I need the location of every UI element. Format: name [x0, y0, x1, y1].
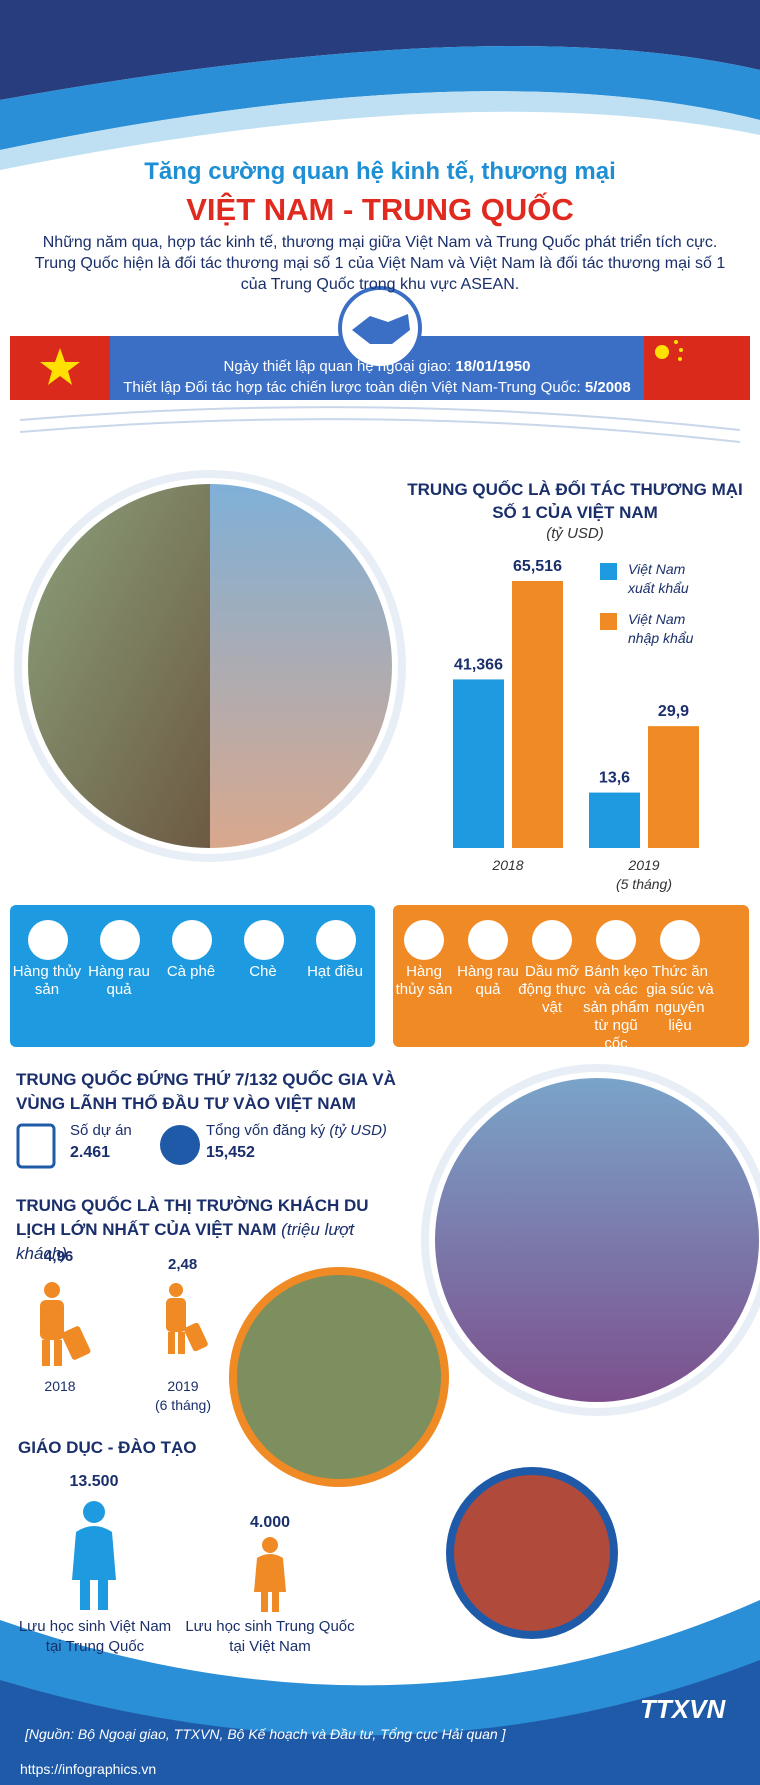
legend-label: Việt Nam nhập khẩu [628, 611, 694, 646]
cn-star [674, 340, 678, 344]
cn-star [655, 345, 669, 359]
education-value: 4.000 [249, 1514, 291, 1531]
projects-label: Số dự án [70, 1122, 132, 1139]
bar [512, 581, 563, 848]
photo-beijing [210, 484, 392, 848]
export-label: Hạt điều [307, 963, 363, 980]
product-icon [660, 920, 700, 960]
export-label: Chè [249, 963, 277, 980]
projects-value: 2.461 [70, 1144, 111, 1161]
import-label: Thức ăn gia súc và nguyên liệu [646, 963, 714, 1034]
intro: Những năm qua, hợp tác kinh tế, thương m… [34, 234, 726, 293]
legend-swatch [600, 613, 617, 630]
label: Thiết lập Đối tác hợp tác chiến lược toà… [123, 379, 581, 396]
education-value: 13.500 [69, 1473, 119, 1490]
unit: (tỷ USD) [329, 1122, 387, 1139]
title: TRUNG QUỐC LÀ THỊ TRƯỜNG KHÁCH DU LỊCH L… [16, 1196, 369, 1239]
value-label: 41,366 [454, 656, 503, 673]
product-icon [468, 920, 508, 960]
education-label: Lưu học sinh Trung Quốc tại Việt Nam [185, 1618, 355, 1655]
top-band [0, 0, 760, 100]
value-label: 13,6 [599, 770, 630, 787]
education-title: GIÁO DỤC - ĐÀO TẠO [18, 1438, 197, 1457]
student-icon-cn [254, 1537, 286, 1612]
projects-icon [16, 1123, 56, 1169]
label: Tổng vốn đăng ký [206, 1122, 326, 1139]
product-icon [28, 920, 68, 960]
education-label: Lưu học sinh Việt Nam tại Trung Quốc [18, 1618, 172, 1655]
student-icon-vn [72, 1501, 116, 1610]
handshake-icon [352, 314, 410, 344]
product-icon [596, 920, 636, 960]
import-label: Hàng rau quả [457, 963, 519, 998]
legend-label: Việt Nam xuất khẩu [628, 561, 689, 596]
import-label: Hàng thủy sản [395, 963, 453, 998]
tourism-value: 2,48 [168, 1256, 198, 1273]
bottom-band [0, 1660, 760, 1785]
value-label: 65,516 [513, 558, 562, 575]
product-icon [316, 920, 356, 960]
value: 18/01/1950 [455, 358, 531, 375]
photo-ring [14, 470, 406, 862]
product-icon [100, 920, 140, 960]
subtitle: VIỆT NAM - TRUNG QUỐC [186, 192, 574, 227]
tourism-year: 2018 [44, 1378, 76, 1394]
tourist-icons [40, 1282, 208, 1366]
x-tick-label: 2018 [491, 857, 523, 873]
unit: (triệu lượt khách) [16, 1220, 355, 1263]
banner-text: Ngày thiết lập quan hệ ngoại giao: 18/01… [110, 356, 644, 398]
tourism-value: 4,96 [44, 1248, 74, 1265]
bar [453, 679, 504, 848]
export-label: Cà phê [166, 963, 216, 980]
tourism-note: (6 tháng) [154, 1397, 212, 1413]
value: 5/2008 [584, 379, 631, 396]
product-icon [244, 920, 284, 960]
chart-subtitle: (tỷ USD) [546, 525, 604, 542]
top-swoosh-light [0, 91, 760, 170]
photo-city [435, 1078, 759, 1402]
logo: TTXVN [640, 1694, 726, 1724]
top-swoosh [0, 45, 760, 150]
tourism-year: 2019 [167, 1378, 199, 1394]
cn-star [679, 348, 683, 352]
legend-swatch [600, 563, 617, 580]
export-label: Hàng rau quả [88, 963, 150, 998]
vn-star [40, 348, 80, 385]
divider [19, 418, 741, 443]
export-label: Hàng thủy sản [12, 963, 82, 998]
url: https://infographics.vn [20, 1761, 157, 1777]
product-icon [404, 920, 444, 960]
import-label: Dầu mỡ động thực vật [518, 963, 586, 1016]
product-icon [532, 920, 572, 960]
photo-students [454, 1475, 610, 1631]
product-icon [172, 920, 212, 960]
cn-star [678, 357, 682, 361]
capital-icon [160, 1125, 200, 1165]
chart-title: TRUNG QUỐC LÀ ĐỐI TÁC THƯƠNG MẠI SỐ 1 CỦ… [407, 480, 743, 522]
period-note: (5 tháng) [616, 876, 672, 892]
x-tick-label: 2019 [627, 857, 659, 873]
bar [589, 792, 640, 848]
tourism-title: TRUNG QUỐC LÀ THỊ TRƯỜNG KHÁCH DU LỊCH L… [16, 1194, 406, 1266]
investment-title: TRUNG QUỐC ĐỨNG THỨ 7/132 QUỐC GIA VÀ VÙ… [16, 1070, 396, 1113]
photo-hue [237, 1275, 441, 1479]
title: Tăng cường quan hệ kinh tế, thương mại [144, 158, 616, 185]
import-label: Bánh kẹo và các sản phẩm từ ngũ cốc [583, 963, 649, 1052]
label: Ngày thiết lập quan hệ ngoại giao: [223, 358, 452, 375]
photo-ring [421, 1064, 760, 1416]
capital-value: 15,452 [206, 1144, 255, 1161]
capital-label: Tổng vốn đăng ký (tỷ USD) [206, 1122, 387, 1139]
source: [Nguồn: Bộ Ngoại giao, TTXVN, Bộ Kế hoạc… [25, 1726, 506, 1742]
value-label: 29,9 [658, 703, 689, 720]
photo-hanoi [28, 484, 210, 848]
divider [19, 406, 741, 431]
bar [648, 726, 699, 848]
